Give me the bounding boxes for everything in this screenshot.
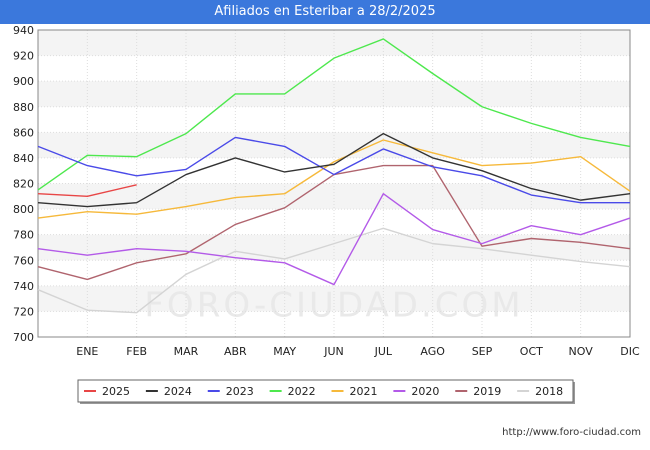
- y-tick-label: 820: [13, 178, 34, 191]
- y-axis-ticks: 700 720 740 760 780 800 820 840 860 880 900 920 940: [13, 24, 34, 344]
- y-tick-label: 940: [13, 24, 34, 37]
- legend-label-2024: 2024: [164, 385, 192, 398]
- x-tick-label: SEP: [472, 345, 493, 358]
- legend-label-2018: 2018: [535, 385, 563, 398]
- series-line-2023: [37, 136, 630, 204]
- legend-label-2021: 2021: [350, 385, 378, 398]
- plot-frame: [37, 29, 631, 338]
- legend-label-2022: 2022: [288, 385, 316, 398]
- x-tick-label: MAY: [273, 345, 296, 358]
- y-tick-label: 700: [13, 331, 34, 344]
- gridlines: [38, 29, 630, 338]
- legend-label-2023: 2023: [226, 385, 254, 398]
- source-url[interactable]: http://www.foro-ciudad.com: [502, 427, 641, 438]
- x-tick-label: MAR: [174, 345, 199, 358]
- x-tick-label: JUL: [374, 345, 393, 358]
- series-line-2025: [37, 184, 137, 197]
- x-tick-label: NOV: [569, 345, 594, 358]
- x-tick-label: ENE: [76, 345, 98, 358]
- y-tick-label: 720: [13, 305, 34, 318]
- chart-title: Afiliados en Esteribar a 28/2/2025: [0, 0, 650, 24]
- y-tick-label: 740: [13, 280, 34, 293]
- y-tick-label: 760: [13, 254, 34, 267]
- band: [38, 106, 630, 133]
- legend-label-2025: 2025: [102, 385, 130, 398]
- x-tick-label: FEB: [126, 345, 147, 358]
- series-line-2021: [37, 139, 631, 219]
- series-line-2020: [37, 193, 631, 286]
- series-lines: [37, 38, 631, 314]
- y-tick-label: 920: [13, 50, 34, 63]
- x-tick-label: OCT: [520, 345, 543, 358]
- legend: 2025 2024 2023 2022 2021 2020 2019 2018: [77, 379, 575, 404]
- legend-label-2019: 2019: [473, 385, 501, 398]
- y-tick-label: 780: [13, 229, 34, 242]
- band: [38, 132, 630, 158]
- band: [38, 209, 630, 235]
- watermark-text: FORO-CIUDAD.COM: [144, 286, 523, 326]
- y-tick-label: 800: [13, 203, 34, 216]
- x-tick-label: AGO: [420, 345, 445, 358]
- series-line-2018: [37, 227, 631, 314]
- series-line-2024: [37, 132, 631, 208]
- x-tick-label: ABR: [224, 345, 247, 358]
- y-tick-label: 900: [13, 75, 34, 88]
- y-tick-label: 860: [13, 126, 34, 139]
- x-tick-label: DIC: [620, 345, 640, 358]
- series-line-2022: [37, 38, 631, 191]
- y-tick-label: 840: [13, 152, 34, 165]
- band: [38, 285, 630, 312]
- x-axis-ticks: ENE FEB MAR ABR MAY JUN JUL AGO SEP OCT NOV DIC: [76, 345, 640, 358]
- band: [38, 55, 630, 82]
- x-tick-label: JUN: [323, 345, 344, 358]
- legend-label-2020: 2020: [411, 385, 439, 398]
- legend-box: [77, 379, 574, 403]
- y-tick-label: 880: [13, 101, 34, 114]
